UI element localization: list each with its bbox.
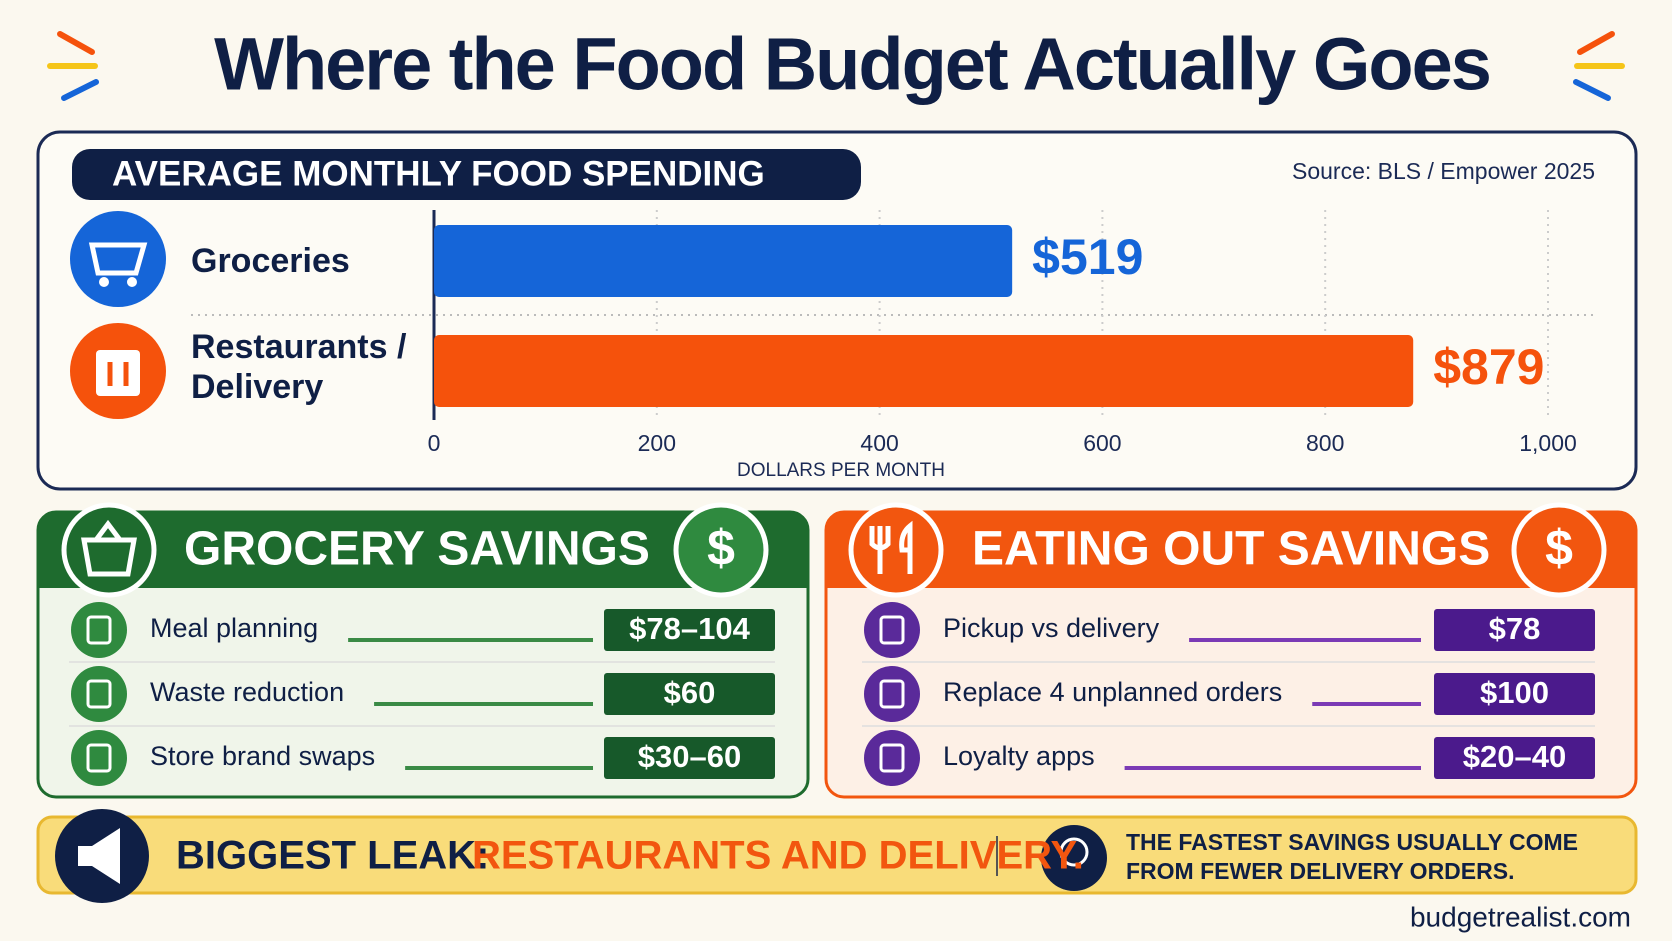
site: budgetrealist.com [1410,901,1631,932]
category-label: Groceries [191,242,350,280]
bulb-shape [1059,837,1089,867]
amount: $100 [1480,675,1549,710]
item-icon [864,666,920,722]
megaphone-shape [78,828,120,884]
item-icon-glyph [86,615,112,645]
x-tick-label: 0 [428,430,441,456]
bar [434,225,1013,297]
amount-box [1434,673,1595,715]
bulb-icon [1041,825,1107,891]
panel-badge: $ [1545,520,1573,576]
x-tick-label: 800 [1306,430,1344,456]
item-icon [864,602,920,658]
amount-box [604,609,775,651]
x-axis-label: DOLLARS PER MONTH [737,460,945,481]
item-icon [864,730,920,786]
item-icon [71,666,127,722]
x-tick-label: 1,000 [1519,430,1577,456]
tip: THE FASTEST SAVINGS USUALLY COME FROM FE… [1126,829,1578,884]
item-icon-glyph [879,615,905,645]
item-icon-glyph [879,679,905,709]
item-icon-glyph [86,743,112,773]
bar [434,335,1414,407]
x-tick-label: 400 [860,430,898,456]
amount-box [1434,737,1595,779]
amount: $20–40 [1463,739,1566,774]
leak-value: RESTAURANTS AND DELIVERY. [472,834,1084,878]
value-label: $879 [1433,339,1544,395]
amount-box [1434,609,1595,651]
page-title: Where the Food Budget Actually Goes [214,23,1490,106]
amount: $78–104 [629,611,750,646]
item-label: Replace 4 unplanned orders [943,677,1282,707]
sparks [47,31,1625,101]
leak-label: BIGGEST LEAK: [176,834,489,878]
panel-title: GROCERY SAVINGS [184,523,650,576]
item-label: Pickup vs delivery [943,613,1160,643]
value-label: $519 [1032,229,1143,285]
category-label: Restaurants / Delivery [191,328,407,406]
footer-banner [36,815,1638,895]
item-label: Waste reduction [150,677,344,707]
amount-box [604,673,775,715]
item-label: Loyalty apps [943,741,1095,771]
item-icon [71,602,127,658]
chart-title-pill [72,149,861,200]
category-icons [70,211,166,419]
source: Source: BLS / Empower 2025 [1292,158,1595,184]
x-tick-label: 200 [638,430,676,456]
panel-badge: $ [707,520,735,576]
amount-box [604,737,775,779]
x-tick-label: 600 [1083,430,1121,456]
amount: $60 [664,675,716,710]
item-icon-glyph [86,679,112,709]
item-label: Meal planning [150,613,318,643]
chart-title: AVERAGE MONTHLY FOOD SPENDING [112,154,765,193]
item-icon [71,730,127,786]
amount: $78 [1489,611,1541,646]
amount: $30–60 [638,739,741,774]
item-icon-glyph [879,743,905,773]
item-label: Store brand swaps [150,741,375,771]
panel-title: EATING OUT SAVINGS [972,523,1490,576]
